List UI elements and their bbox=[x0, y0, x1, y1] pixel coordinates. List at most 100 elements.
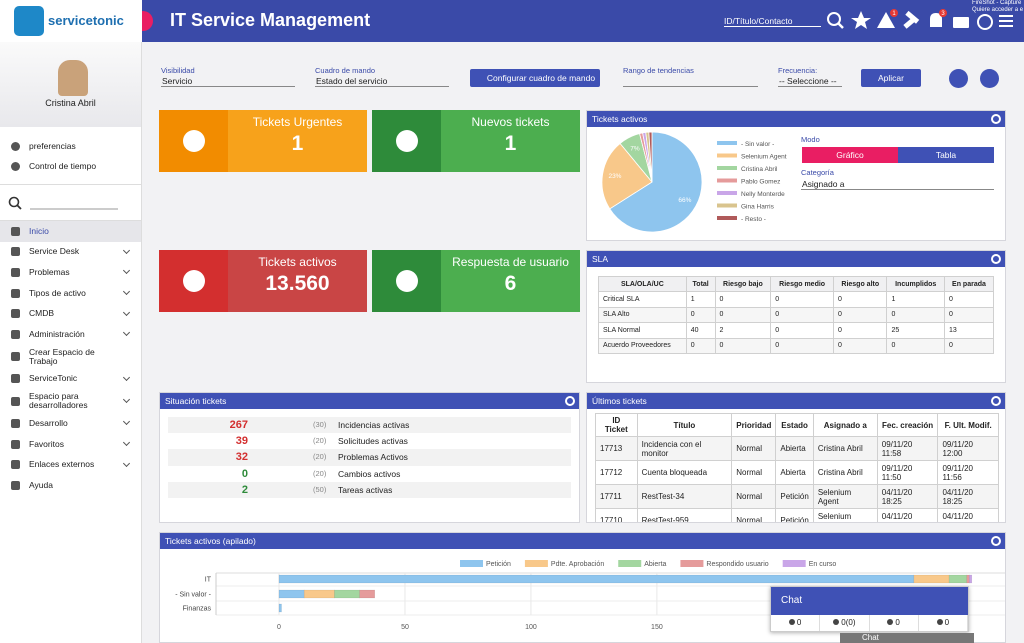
table-cell: 09/11/20 11:58 bbox=[876, 436, 939, 461]
chat-counter[interactable]: 0 bbox=[771, 615, 821, 631]
user-name[interactable]: Cristina Abril bbox=[45, 98, 96, 108]
menu-label: Enlaces externos bbox=[29, 459, 95, 470]
situation-row[interactable]: 0 (20) Cambios activos bbox=[168, 465, 571, 482]
menu-item[interactable]: Inicio bbox=[0, 221, 141, 242]
menu-item[interactable]: Espacio para desarrolladores bbox=[0, 389, 141, 413]
settings-icon[interactable] bbox=[991, 536, 1001, 546]
table-cell: 04/11/20 18:25 bbox=[876, 508, 939, 522]
widget-header: Tickets activos (apilado) bbox=[160, 533, 1005, 549]
kpi-card[interactable]: Nuevos tickets 1 bbox=[372, 110, 580, 172]
table-row[interactable]: 17713 Incidencia con el monitor Normal Abie… bbox=[595, 436, 999, 461]
legend-label: Petición bbox=[486, 561, 511, 568]
avatar[interactable] bbox=[58, 60, 88, 96]
legend-swatch bbox=[460, 560, 483, 567]
situation-row[interactable]: 32 (20) Problemas Activos bbox=[168, 449, 571, 466]
table-row[interactable]: 17710 RestTest-959 Normal Petición Selenium … bbox=[595, 508, 999, 522]
category-select[interactable]: Asignado a bbox=[801, 178, 994, 190]
table-mode-button[interactable]: Tabla bbox=[898, 147, 994, 163]
kpi-body: Tickets Urgentes 1 bbox=[228, 110, 367, 172]
trend-input[interactable] bbox=[623, 75, 758, 87]
widget-title: Situación tickets bbox=[165, 396, 227, 406]
table-cell: 2 bbox=[714, 322, 772, 339]
situation-row[interactable]: 267 (30) Incidencias activas bbox=[168, 417, 571, 434]
table-cell: 1 bbox=[886, 291, 945, 308]
kpi-card[interactable]: Tickets Urgentes 1 bbox=[159, 110, 367, 172]
situation-limit: (20) bbox=[313, 452, 327, 462]
dashboard-select[interactable]: Estado del servicio bbox=[315, 75, 449, 87]
counter-icon bbox=[833, 619, 840, 625]
table-cell: Cristina Abril bbox=[812, 460, 878, 485]
kpi-icon-area bbox=[372, 250, 441, 312]
table-cell: 0 bbox=[770, 306, 835, 323]
kpi-card[interactable]: Respuesta de usuario 6 bbox=[372, 250, 580, 312]
situation-label: Incidencias activas bbox=[338, 420, 410, 430]
user-link[interactable]: preferencias bbox=[0, 136, 141, 156]
briefcase-icon[interactable] bbox=[953, 17, 969, 28]
search-field[interactable]: ID/Título/Contacto bbox=[724, 16, 821, 27]
menu-item[interactable]: Problemas bbox=[0, 262, 141, 283]
chat-counter[interactable]: 0(0) bbox=[820, 615, 870, 631]
legend-label: Gina Harris bbox=[741, 204, 775, 211]
settings-icon[interactable] bbox=[991, 396, 1001, 406]
chart-mode-button[interactable]: Gráfico bbox=[802, 147, 898, 163]
menu-item[interactable]: Enlaces externos bbox=[0, 454, 141, 475]
menu-item[interactable]: Ayuda bbox=[0, 475, 141, 496]
menu-item[interactable]: Favoritos bbox=[0, 434, 141, 455]
configure-button[interactable]: Configurar cuadro de mando bbox=[470, 69, 600, 87]
settings-icon[interactable] bbox=[565, 396, 575, 406]
chevron bbox=[122, 288, 131, 296]
alert-icon[interactable] bbox=[877, 12, 895, 28]
table-cell: Cuenta bloqueada bbox=[636, 460, 733, 485]
user-link[interactable]: Control de tiempo bbox=[0, 156, 141, 176]
table-cell: SLA Alto bbox=[598, 306, 687, 323]
chat-tab[interactable]: Chat bbox=[840, 633, 974, 643]
menu-label: Ayuda bbox=[29, 479, 53, 490]
menu-icon[interactable] bbox=[999, 15, 1013, 17]
menu-item[interactable]: Crear Espacio de Trabajo bbox=[0, 345, 141, 369]
divider bbox=[0, 184, 141, 185]
table-cell: 17710 bbox=[595, 508, 638, 522]
chat-box[interactable]: Chat 0 0(0) 0 0 bbox=[770, 586, 969, 632]
table-row[interactable]: 17711 RestTest-34 Normal Petición Selenium A… bbox=[595, 484, 999, 509]
table-row[interactable]: 17712 Cuenta bloqueada Normal Abierta Cristi… bbox=[595, 460, 999, 485]
pie-slice bbox=[648, 131, 653, 183]
side-search[interactable] bbox=[8, 196, 133, 212]
chat-counter[interactable]: 0 bbox=[919, 615, 968, 631]
situation-row[interactable]: 39 (20) Solicitudes activas bbox=[168, 433, 571, 450]
menu-item[interactable]: ServiceTonic bbox=[0, 369, 141, 390]
table-cell: Normal bbox=[731, 436, 777, 461]
kpi-label: Respuesta de usuario bbox=[452, 255, 569, 269]
search-icon[interactable] bbox=[827, 12, 841, 26]
chevron bbox=[122, 418, 131, 426]
menu-icon bbox=[11, 352, 20, 362]
menu-item[interactable]: Tipos de activo bbox=[0, 283, 141, 304]
menu-item[interactable]: Service Desk bbox=[0, 242, 141, 263]
settings-icon[interactable] bbox=[991, 254, 1001, 264]
visibility-select[interactable]: Servicio bbox=[161, 75, 295, 87]
bar-segment bbox=[969, 574, 973, 584]
kpi-icon bbox=[395, 130, 418, 152]
chat-counter[interactable]: 0 bbox=[870, 615, 919, 631]
situation-row[interactable]: 2 (50) Tareas activas bbox=[168, 481, 571, 498]
filter-button[interactable] bbox=[949, 69, 968, 88]
kpi-card[interactable]: Tickets activos 13.560 bbox=[159, 250, 367, 312]
menu-label: Problemas bbox=[29, 266, 70, 277]
legend-swatch bbox=[618, 560, 642, 567]
menu-item[interactable]: Administración bbox=[0, 324, 141, 345]
table-cell: Petición bbox=[775, 484, 814, 509]
menu-label: Espacio para desarrolladores bbox=[29, 391, 88, 411]
table-header-row: SLA/OLA/UC Total Riesgo bajo Riesgo medio Ri… bbox=[598, 276, 995, 292]
frequency-select[interactable]: -- Seleccione -- bbox=[778, 75, 842, 87]
apply-button[interactable]: Aplicar bbox=[861, 69, 921, 87]
menu-item[interactable]: Desarrollo bbox=[0, 413, 141, 434]
settings-icon[interactable] bbox=[991, 114, 1001, 124]
power-icon[interactable] bbox=[977, 14, 993, 30]
refresh-button[interactable] bbox=[980, 69, 999, 88]
table-cell: 0 bbox=[714, 291, 772, 308]
favorites-icon[interactable] bbox=[851, 11, 871, 29]
menu-icon bbox=[11, 226, 20, 236]
table-cell: 0 bbox=[833, 306, 888, 323]
menu-item[interactable]: CMDB bbox=[0, 303, 141, 324]
notifications-icon[interactable] bbox=[930, 13, 942, 27]
legend-label: En curso bbox=[809, 561, 837, 568]
